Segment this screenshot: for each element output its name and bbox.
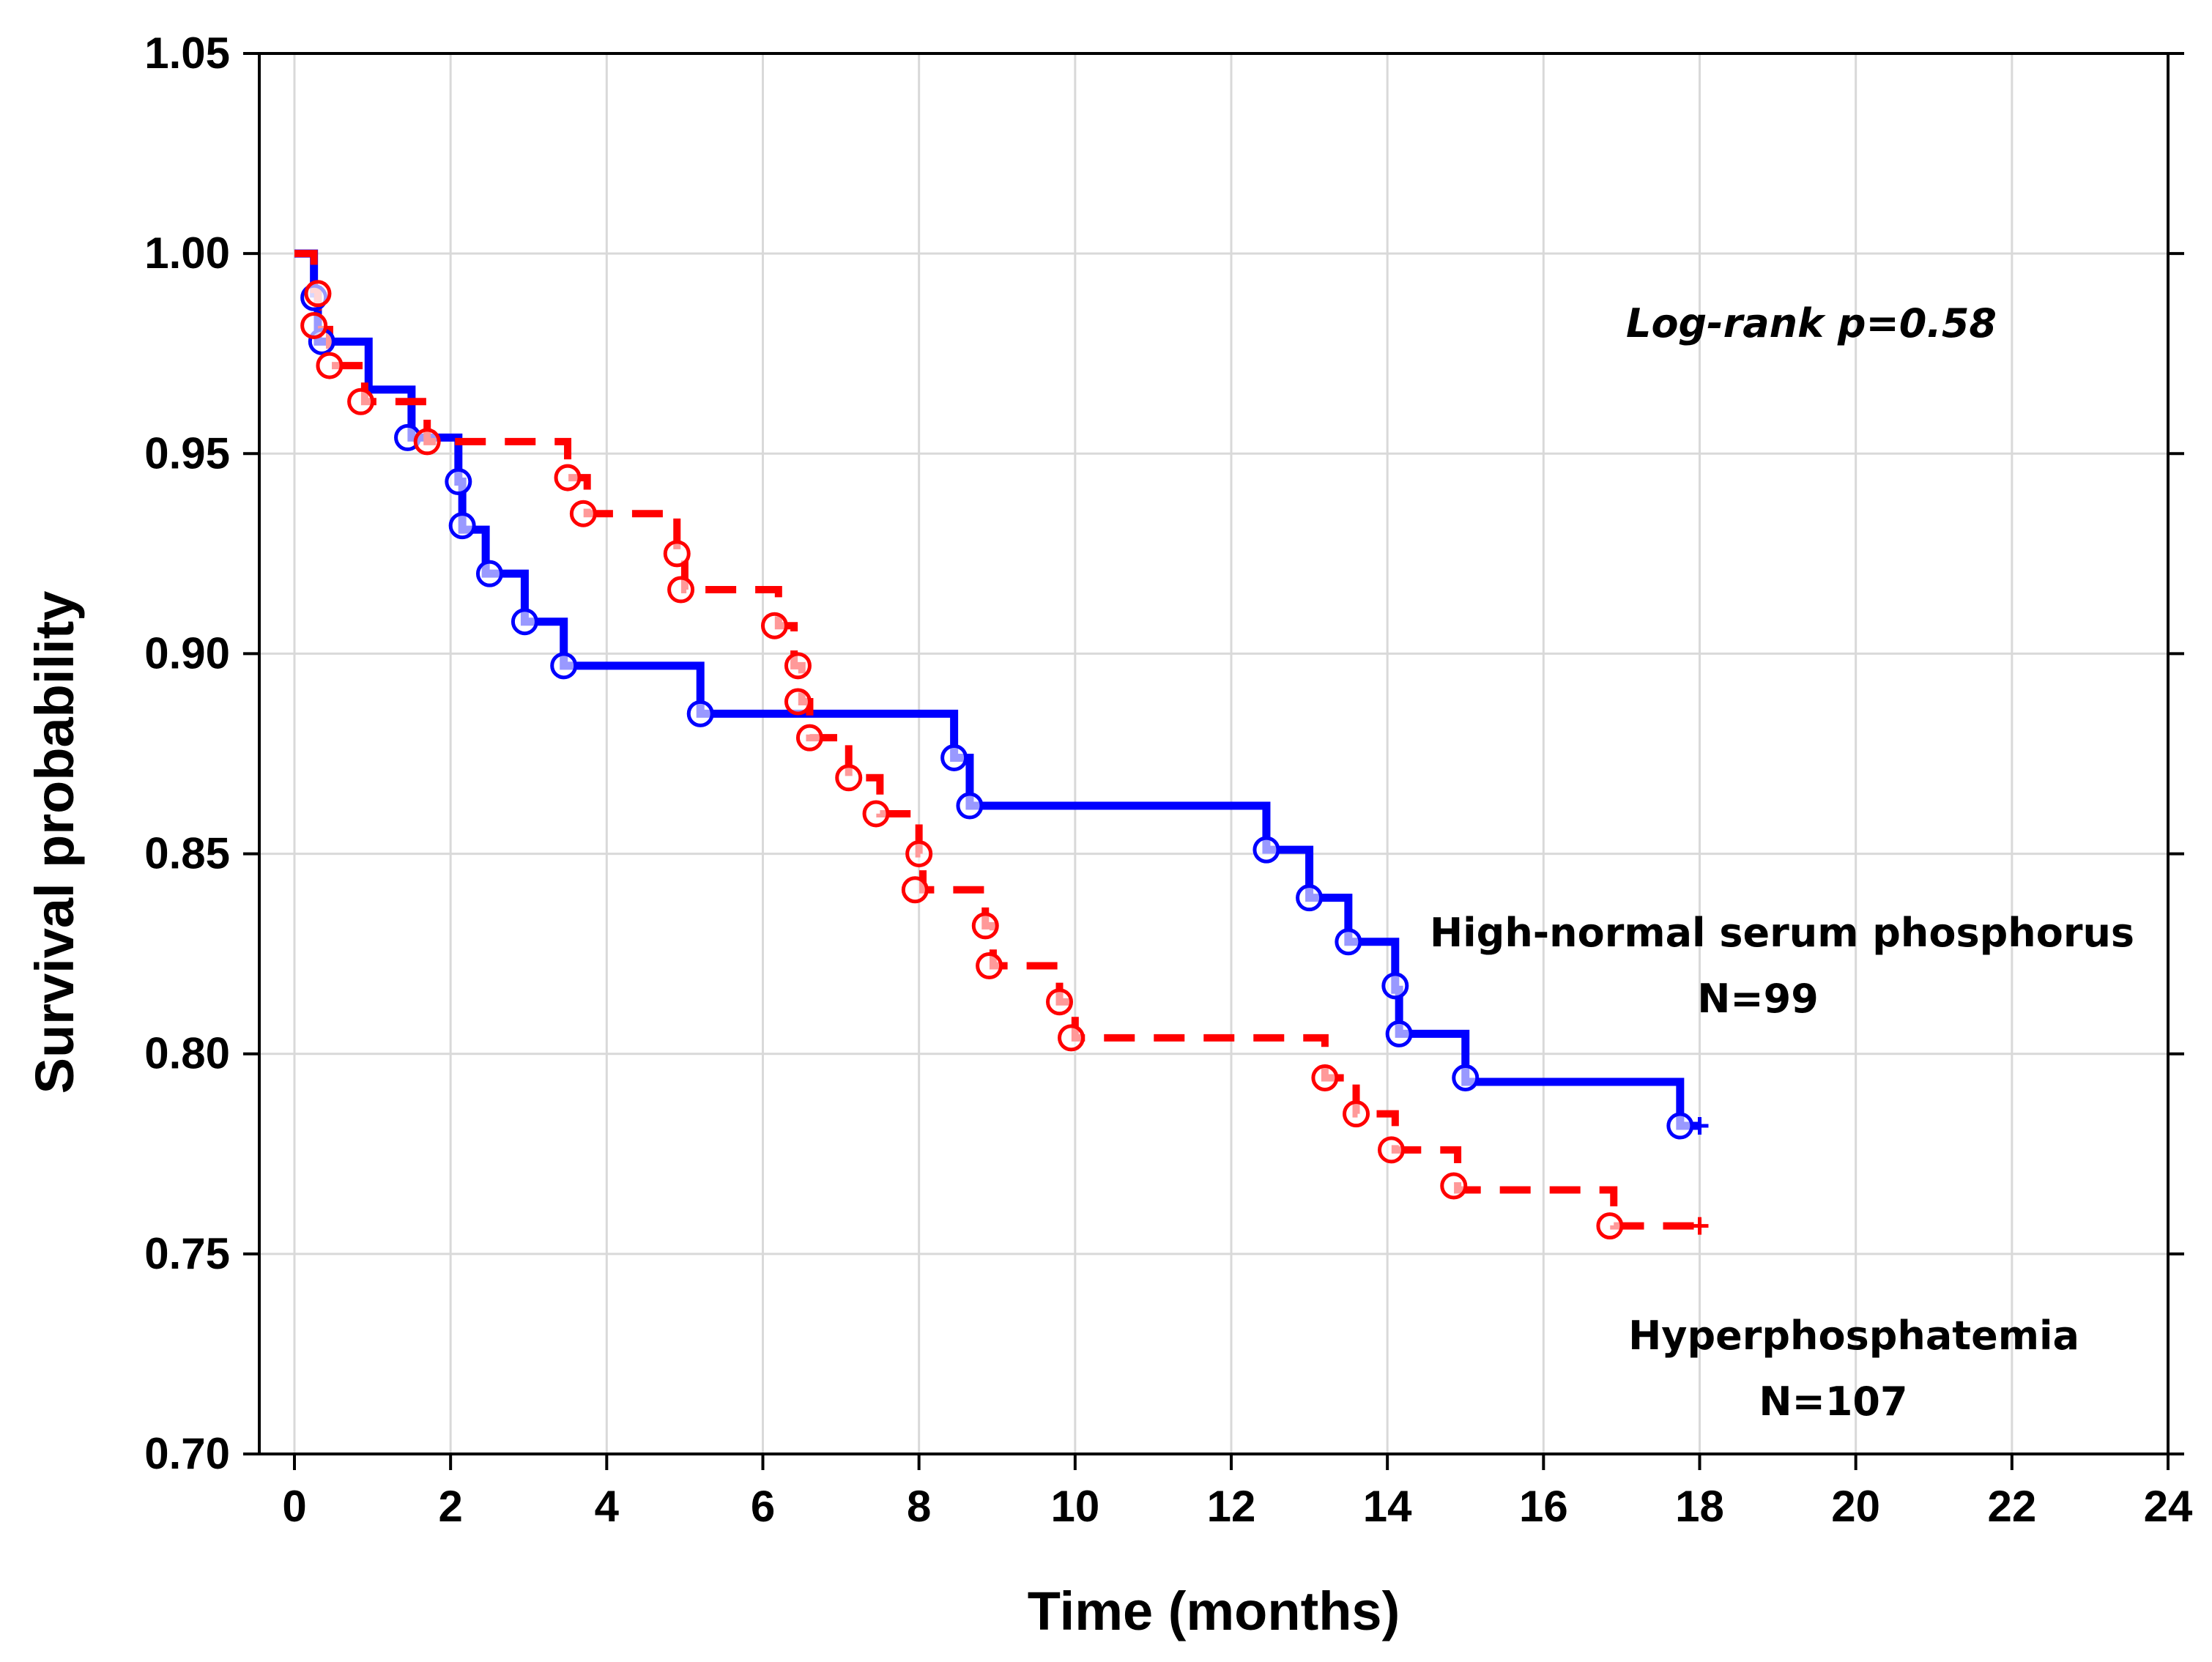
censor-marker (795, 724, 823, 752)
censor-marker (956, 792, 984, 820)
censor-marker (475, 560, 503, 587)
censor-marker (905, 840, 933, 868)
y-tick-label: 0.85 (144, 829, 230, 878)
y-axis-title: Survival probability (24, 591, 85, 1094)
censor-marker (1440, 1172, 1468, 1200)
censor-marker (784, 652, 812, 680)
censor-marker (1343, 1100, 1370, 1128)
y-tick-label: 0.70 (144, 1429, 230, 1478)
tick-labels: 0 2 4 6 8 10 12 14 16 18 20 22 240.700.750.800.850.9… (144, 29, 2193, 1531)
markers-group (300, 280, 1694, 1240)
plot-background (259, 53, 2168, 1454)
y-tick-label: 1.00 (144, 229, 230, 278)
censor-marker (316, 352, 344, 379)
legend-label-high-normal: High-normal serum phosphorus (1430, 910, 2134, 956)
censor-marker (901, 876, 929, 904)
logrank-annotation: Log-rank p=0.58 (1626, 300, 1997, 346)
censor-marker (413, 428, 441, 456)
censor-marker (784, 688, 812, 716)
censor-marker (300, 311, 328, 339)
legend-n-hyperphosphatemia: N=107 (1759, 1379, 1907, 1425)
censor-marker (1452, 1064, 1480, 1091)
censor-marker (686, 700, 714, 727)
x-tick-label: 14 (1363, 1482, 1412, 1531)
censor-marker (663, 540, 691, 568)
x-tick-label: 18 (1675, 1482, 1724, 1531)
censor-marker (1046, 988, 1074, 1016)
censor-marker (1381, 972, 1409, 1000)
x-tick-label: 24 (2144, 1482, 2193, 1531)
x-tick-label: 10 (1050, 1482, 1099, 1531)
censor-marker (976, 952, 1003, 980)
x-tick-label: 2 (438, 1482, 462, 1531)
x-tick-label: 16 (1519, 1482, 1568, 1531)
censor-marker (304, 280, 332, 308)
y-tick-label: 0.90 (144, 628, 230, 678)
censor-marker (667, 576, 695, 604)
x-axis-title: Time (months) (1028, 1581, 1400, 1641)
censor-marker (1296, 884, 1324, 912)
censor-marker (760, 612, 788, 639)
censor-marker (1311, 1064, 1339, 1091)
censor-marker (1666, 1112, 1694, 1140)
censor-marker (554, 464, 582, 491)
x-tick-label: 0 (282, 1482, 306, 1531)
legend-n-high-normal: N=99 (1697, 976, 1819, 1022)
censor-marker (448, 512, 476, 540)
censor-marker (862, 800, 890, 828)
censor-marker (347, 387, 375, 415)
y-tick-label: 1.05 (144, 29, 230, 78)
censor-marker (971, 912, 999, 940)
y-tick-label: 0.75 (144, 1229, 230, 1278)
x-tick-label: 22 (1987, 1482, 2036, 1531)
legend-label-hyperphosphatemia: Hyperphosphatemia (1628, 1313, 2079, 1359)
censor-marker (1596, 1212, 1624, 1240)
x-tick-label: 4 (595, 1482, 620, 1531)
x-tick-label: 20 (1831, 1482, 1880, 1531)
y-tick-label: 0.80 (144, 1029, 230, 1078)
x-tick-label: 12 (1207, 1482, 1256, 1531)
x-tick-label: 6 (751, 1482, 775, 1531)
censor-marker (1335, 928, 1362, 956)
y-tick-label: 0.95 (144, 429, 230, 478)
censor-marker (1252, 836, 1280, 864)
censor-marker (1385, 1020, 1413, 1047)
plot-frame (258, 52, 2170, 1455)
censor-marker (940, 743, 968, 771)
x-tick-label: 8 (907, 1482, 931, 1531)
censor-marker (835, 764, 863, 792)
censor-marker (511, 608, 538, 636)
ticks (243, 52, 2184, 1470)
censor-marker (550, 652, 578, 680)
censor-marker (1377, 1136, 1405, 1164)
censor-marker (569, 500, 597, 527)
censor-marker (445, 468, 472, 496)
censor-marker (1058, 1024, 1085, 1052)
